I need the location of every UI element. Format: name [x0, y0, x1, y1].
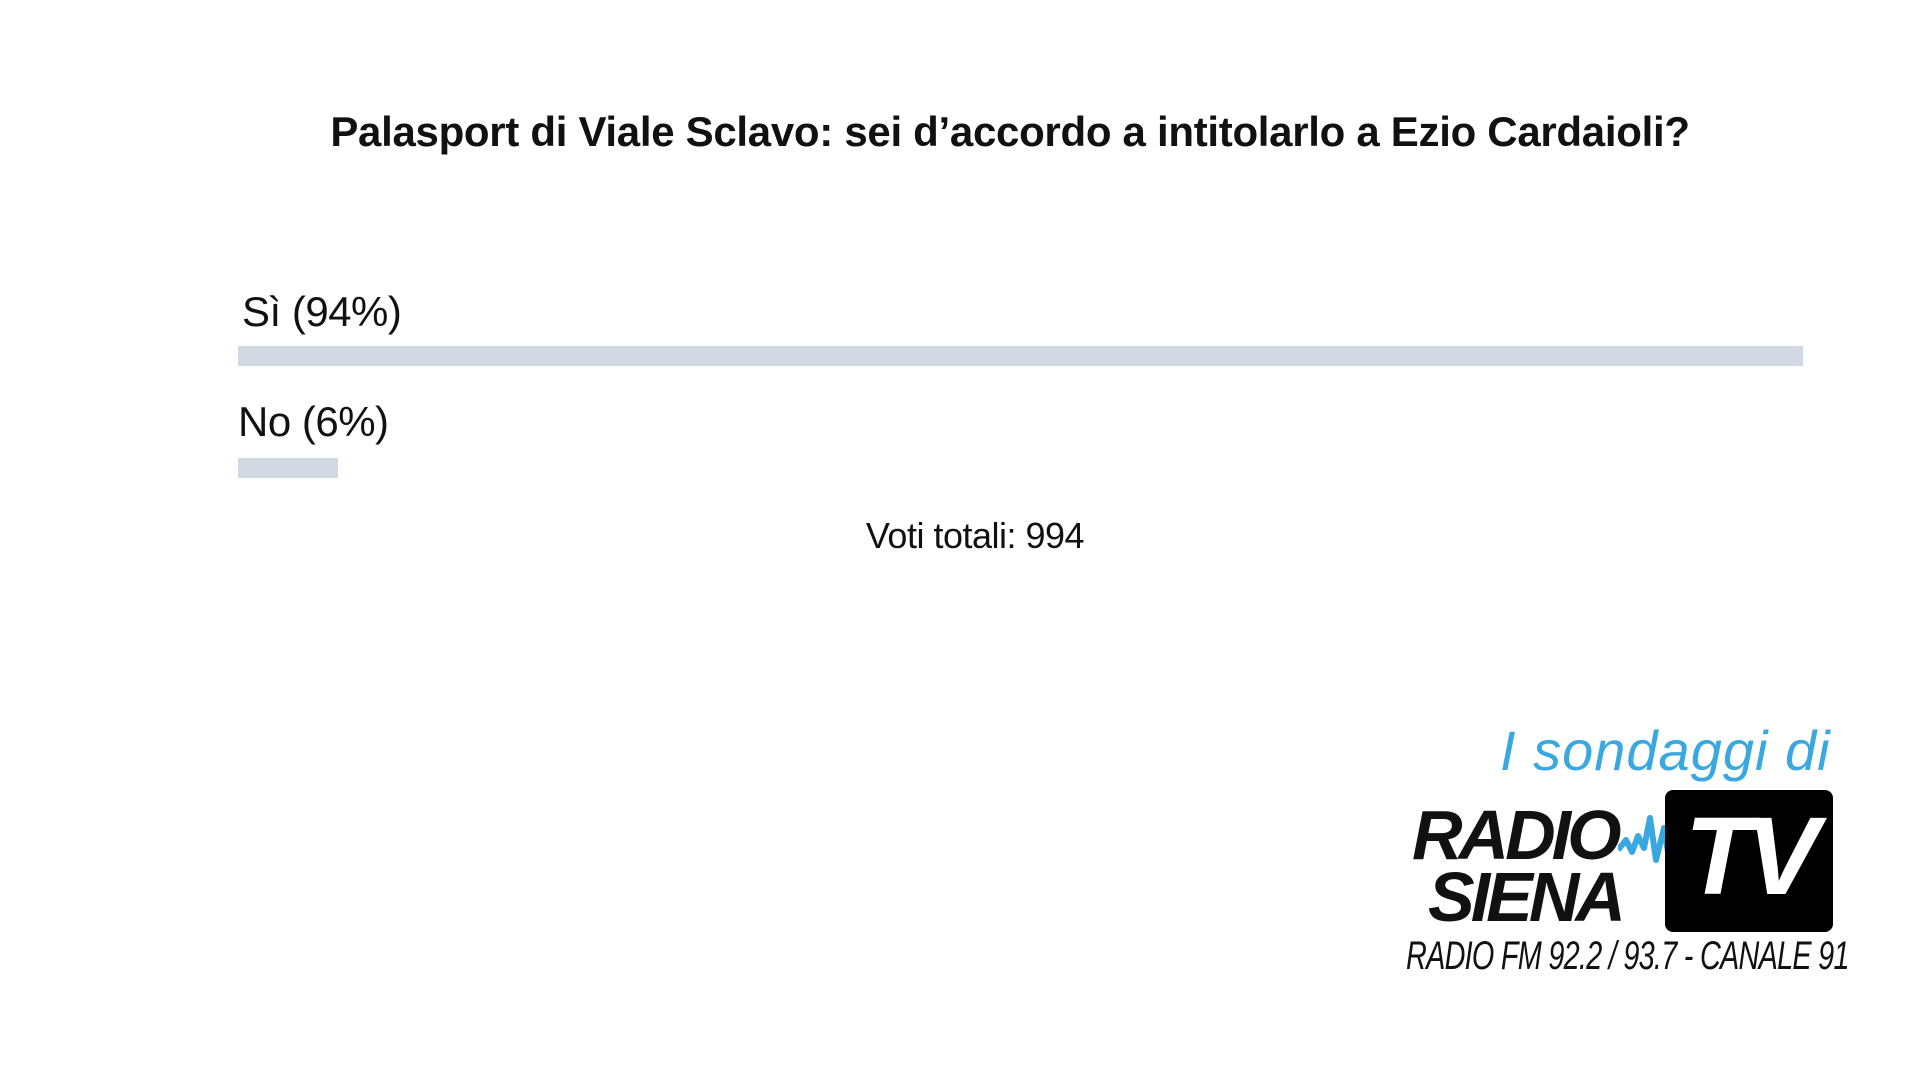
logo-frequency: RADIO FM 92.2 / 93.7 - CANALE 91	[1406, 934, 1849, 978]
logo-siena: SIENA	[1428, 858, 1626, 936]
logo-tv-box: TV	[1665, 790, 1833, 932]
bar-no	[238, 458, 338, 478]
total-votes: Voti totali: 994	[865, 515, 1085, 556]
poll-title: Palasport di Viale Sclavo: sei d’accordo…	[330, 108, 1690, 155]
bar-si	[238, 346, 1803, 366]
tagline: I sondaggi di	[1500, 719, 1831, 782]
logo-radio: RADIO	[1412, 796, 1622, 874]
option-label-no: No (6%)	[238, 398, 389, 445]
option-label-si: Sì (94%)	[242, 288, 402, 335]
logo-tv: TV	[1684, 795, 1820, 918]
